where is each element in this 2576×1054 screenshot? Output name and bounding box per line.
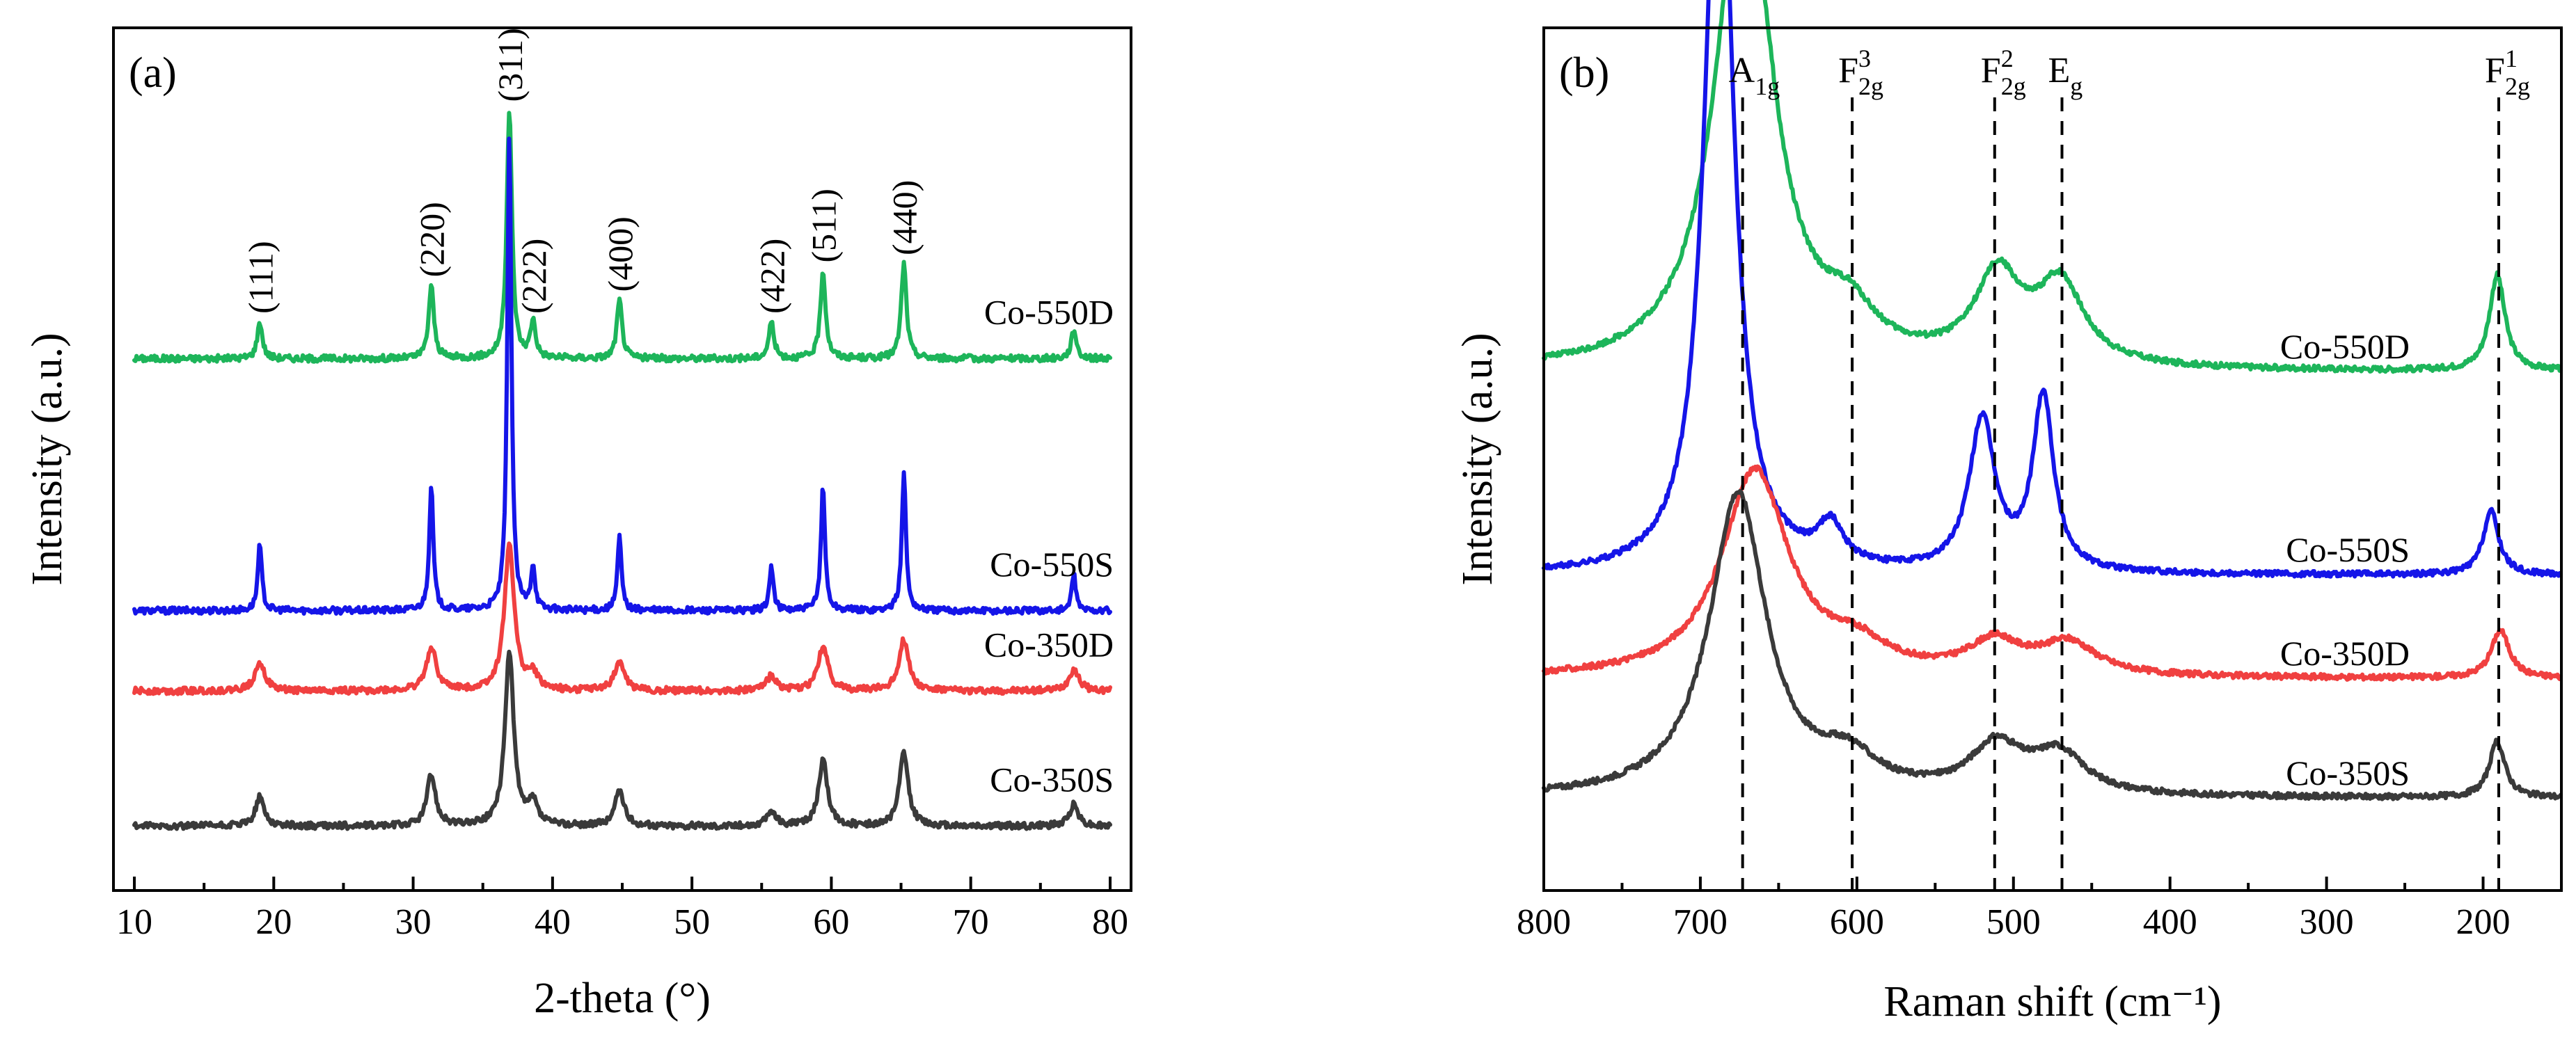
xrd-sample-label-group: Co-550D Co-550S Co-350D Co-350S bbox=[984, 293, 1114, 799]
raman-x-axis-title: Raman shift (cm⁻¹) bbox=[1883, 978, 2221, 1025]
raman-x-tick-label: 500 bbox=[1986, 902, 2041, 942]
raman-panel: A1g F3 2g F2 2g Eg F1 2g Co-550DCo-550SCo-350DC… bbox=[1454, 0, 2563, 1025]
xrd-x-tick-label: 80 bbox=[1092, 902, 1128, 942]
raman-series-label: Co-350D bbox=[2280, 634, 2410, 673]
xrd-series-label: Co-550D bbox=[984, 293, 1114, 332]
xrd-series-co-550d-line bbox=[132, 111, 1112, 364]
raman-x-tick-label: 700 bbox=[1673, 902, 1728, 942]
xrd-x-tick-label: 50 bbox=[674, 902, 710, 942]
raman-panel-label: (b) bbox=[1559, 49, 1609, 97]
xrd-series-co-350d-line bbox=[132, 541, 1112, 696]
raman-series-co-550s-line bbox=[1542, 0, 2563, 579]
xrd-x-tick-label: 20 bbox=[255, 902, 292, 942]
xrd-series-group bbox=[132, 111, 1112, 831]
raman-series-label: Co-550S bbox=[2286, 530, 2410, 569]
raman-x-tick-label: 600 bbox=[1830, 902, 1884, 942]
xrd-plot-frame bbox=[112, 26, 1132, 892]
raman-series-group bbox=[1542, 0, 2563, 801]
xrd-panel: (111) (220) (311) (222) (400) (422) (511) (440)… bbox=[24, 26, 1132, 1022]
hkl-label: (111) bbox=[241, 241, 280, 314]
xrd-y-axis-title: Intensity (a.u.) bbox=[24, 333, 71, 585]
raman-series-label: Co-550D bbox=[2280, 327, 2410, 366]
raman-mode-label: F3 2g bbox=[1838, 45, 1883, 100]
raman-x-ticks: 800 700 600 500 400 300 200 bbox=[1517, 877, 2511, 942]
xrd-x-ticks: 10 20 30 40 50 60 70 80 bbox=[116, 877, 1128, 942]
hkl-label: (222) bbox=[514, 239, 553, 314]
hkl-label: (440) bbox=[885, 180, 924, 255]
raman-series-co-350s-line bbox=[1542, 489, 2563, 801]
xrd-x-tick-label: 30 bbox=[395, 902, 432, 942]
xrd-series-co-350s-line bbox=[132, 649, 1112, 831]
raman-mode-label: A1g bbox=[1729, 51, 1780, 100]
xrd-panel-label: (a) bbox=[129, 49, 177, 97]
raman-mode-label-group: A1g F3 2g F2 2g Eg F1 2g bbox=[1729, 45, 2530, 100]
hkl-label: (422) bbox=[752, 239, 791, 314]
raman-mode-label: F2 2g bbox=[1981, 45, 2026, 100]
raman-plot-frame bbox=[1542, 26, 2563, 892]
xrd-series-co-550s-line bbox=[132, 136, 1112, 616]
xrd-x-tick-label: 60 bbox=[813, 902, 849, 942]
hkl-label: (511) bbox=[804, 189, 843, 262]
xrd-series-label: Co-550S bbox=[990, 545, 1114, 584]
xrd-x-axis-title: 2-theta (°) bbox=[534, 975, 711, 1022]
xrd-series-label: Co-350D bbox=[984, 625, 1114, 664]
hkl-label-group: (111) (220) (311) (222) (400) (422) (511) (440) bbox=[241, 28, 924, 314]
hkl-label: (400) bbox=[601, 216, 640, 292]
raman-y-axis-title: Intensity (a.u.) bbox=[1454, 333, 1501, 585]
hkl-label: (311) bbox=[491, 28, 530, 102]
hkl-label: (220) bbox=[413, 202, 452, 277]
xrd-x-tick-label: 10 bbox=[116, 902, 152, 942]
raman-x-tick-label: 300 bbox=[2300, 902, 2354, 942]
raman-sample-label-group: Co-550D Co-550S Co-350D Co-350S bbox=[2280, 327, 2410, 792]
raman-mode-label: F1 2g bbox=[2485, 45, 2530, 100]
raman-series-co-350d-line bbox=[1542, 464, 2563, 682]
raman-mode-line-group bbox=[1741, 97, 2501, 891]
xrd-x-tick-label: 70 bbox=[953, 902, 989, 942]
raman-x-tick-label: 200 bbox=[2456, 902, 2511, 942]
xrd-series-label: Co-350S bbox=[990, 760, 1114, 799]
raman-series-label: Co-350S bbox=[2286, 753, 2410, 792]
xrd-x-tick-label: 40 bbox=[535, 902, 571, 942]
raman-x-tick-label: 800 bbox=[1517, 902, 1571, 942]
raman-mode-label: Eg bbox=[2048, 51, 2083, 100]
raman-x-tick-label: 400 bbox=[2143, 902, 2197, 942]
raman-series-co-550d-line bbox=[1542, 0, 2563, 374]
